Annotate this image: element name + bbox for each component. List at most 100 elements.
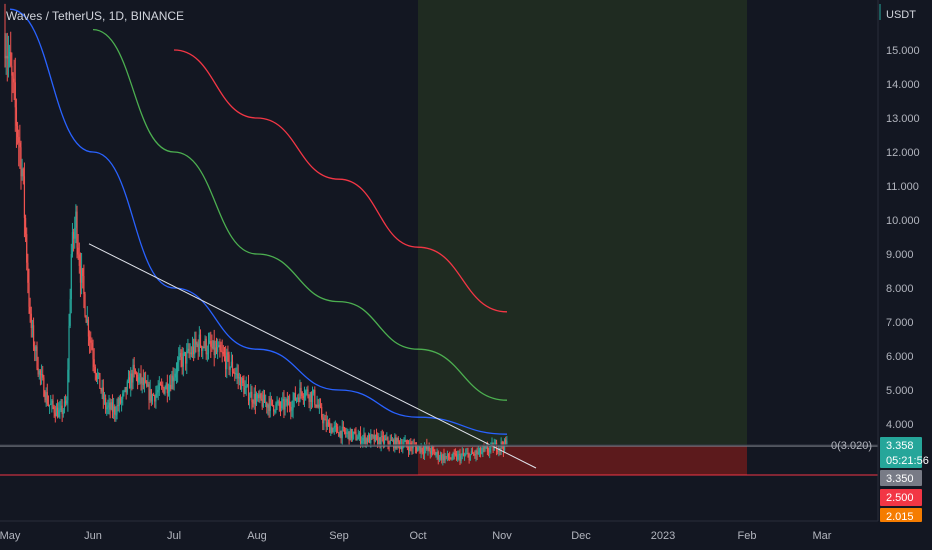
candle-body — [402, 445, 404, 450]
candle-body — [23, 176, 26, 218]
candle-body — [206, 353, 208, 355]
candle-body — [188, 348, 190, 354]
chart-title: Waves / TetherUS, 1D, BINANCE — [6, 9, 185, 23]
candle-body — [465, 453, 467, 456]
candle-body — [235, 373, 237, 375]
candle-body — [351, 433, 354, 439]
candle-body — [174, 373, 176, 378]
candle-body — [226, 352, 228, 370]
candle-body — [99, 373, 101, 389]
candle-body — [452, 452, 454, 459]
price-axis[interactable]: USDT 15.000 14.000 13.000 12.000 11.000 10.000… — [877, 0, 920, 550]
candle-body — [433, 449, 435, 452]
candle-body — [331, 427, 333, 433]
candle-body — [364, 434, 366, 444]
candle-body — [373, 435, 375, 442]
candle-body — [365, 438, 367, 444]
time-tick-label: Feb — [738, 530, 757, 542]
candle-body — [211, 346, 213, 349]
candle-body — [21, 168, 23, 177]
candle-body — [375, 434, 378, 437]
candle-body — [292, 400, 294, 410]
candle-body — [369, 435, 371, 443]
candle-body — [453, 452, 455, 454]
candle-body — [349, 429, 351, 441]
candle-body — [252, 402, 254, 404]
candle-body — [455, 454, 458, 460]
candle-body — [251, 391, 253, 403]
candle-body — [405, 440, 407, 445]
candle-body — [159, 383, 162, 386]
candle-body — [427, 445, 429, 450]
candle-body — [473, 453, 475, 455]
candle-body — [58, 410, 60, 418]
candle-body — [361, 440, 363, 444]
candle-body — [374, 434, 376, 442]
last-price-badge-text: 3.358 — [886, 440, 914, 452]
candle-body — [436, 451, 438, 455]
candle-body — [317, 404, 319, 408]
candle-body — [258, 394, 260, 398]
candle-body — [285, 399, 287, 403]
candle-body — [463, 455, 466, 457]
candle-body — [55, 407, 58, 417]
candle-body — [347, 431, 349, 433]
time-tick-label: May — [0, 530, 21, 542]
price-badges: 3.358 05:21:56 3.350 2.500 2.015 — [880, 437, 929, 523]
candle-body — [428, 445, 430, 452]
candle-body — [182, 353, 184, 367]
candle-body — [410, 442, 412, 446]
candle-body — [460, 455, 462, 461]
candle-body — [236, 373, 238, 375]
candle-body — [24, 217, 27, 235]
candle-body — [269, 398, 271, 412]
candle-body — [71, 232, 74, 255]
candle-body — [203, 347, 205, 349]
candle-body — [60, 405, 62, 409]
candle-body — [47, 403, 50, 406]
candle-body — [307, 389, 309, 397]
candle-body — [52, 400, 54, 407]
candle-body — [138, 377, 140, 383]
candle-body — [442, 454, 444, 461]
candle-body — [363, 434, 365, 438]
candle-body — [430, 447, 433, 454]
last-price-badge-text: 05:21:56 — [886, 455, 929, 467]
candle-body — [191, 346, 194, 355]
candle-body — [462, 453, 465, 456]
level-mid-badge-text: 3.350 — [886, 473, 914, 485]
candle-body — [389, 439, 391, 446]
candle-body — [287, 401, 290, 406]
candle-body — [108, 402, 110, 406]
candle-body — [319, 404, 322, 407]
price-tick-label: 6.000 — [886, 351, 914, 363]
candle-body — [179, 353, 181, 357]
candle-body — [61, 405, 63, 415]
candle-body — [227, 352, 229, 355]
candle-body — [242, 378, 244, 384]
candle-body — [417, 447, 419, 452]
time-tick-label: Jun — [84, 530, 102, 542]
candle-body — [12, 75, 14, 79]
price-tick-label: 13.000 — [886, 113, 920, 125]
time-axis[interactable]: May Jun Jul Aug Sep Oct Nov Dec 2023 Feb Mar — [0, 520, 932, 550]
candle-body — [116, 405, 118, 415]
candle-body — [330, 427, 332, 433]
candle-body — [275, 403, 277, 412]
candle-body — [274, 411, 276, 413]
candle-body — [354, 431, 356, 433]
candle-body — [281, 401, 283, 409]
time-tick-label: Oct — [409, 530, 426, 542]
candle-body — [481, 451, 483, 454]
candle-body — [506, 441, 508, 444]
candle-body — [478, 448, 481, 452]
candle-body — [419, 446, 421, 453]
candle-body — [383, 438, 386, 444]
candle-body — [157, 389, 159, 393]
candle-body — [113, 406, 115, 412]
candle-body — [438, 458, 441, 460]
candle-body — [102, 387, 104, 400]
candle-body — [181, 357, 183, 367]
level-mid-badge — [880, 470, 922, 486]
